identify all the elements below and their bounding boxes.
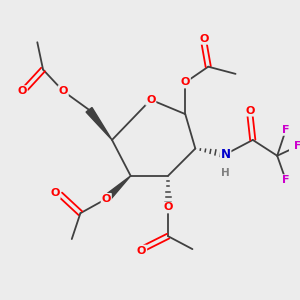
Text: O: O xyxy=(102,194,111,204)
Text: O: O xyxy=(17,86,27,96)
Polygon shape xyxy=(104,176,131,202)
Text: O: O xyxy=(181,77,190,88)
Text: F: F xyxy=(282,175,290,185)
Text: O: O xyxy=(137,246,146,256)
Text: O: O xyxy=(58,86,68,96)
Text: N: N xyxy=(220,148,230,161)
Text: O: O xyxy=(146,95,155,105)
Text: O: O xyxy=(163,202,173,212)
Text: F: F xyxy=(282,125,290,135)
Text: F: F xyxy=(293,141,300,151)
Text: H: H xyxy=(221,168,230,178)
Text: O: O xyxy=(199,34,208,44)
Polygon shape xyxy=(86,107,112,140)
Text: O: O xyxy=(245,106,255,116)
Text: O: O xyxy=(50,188,60,198)
